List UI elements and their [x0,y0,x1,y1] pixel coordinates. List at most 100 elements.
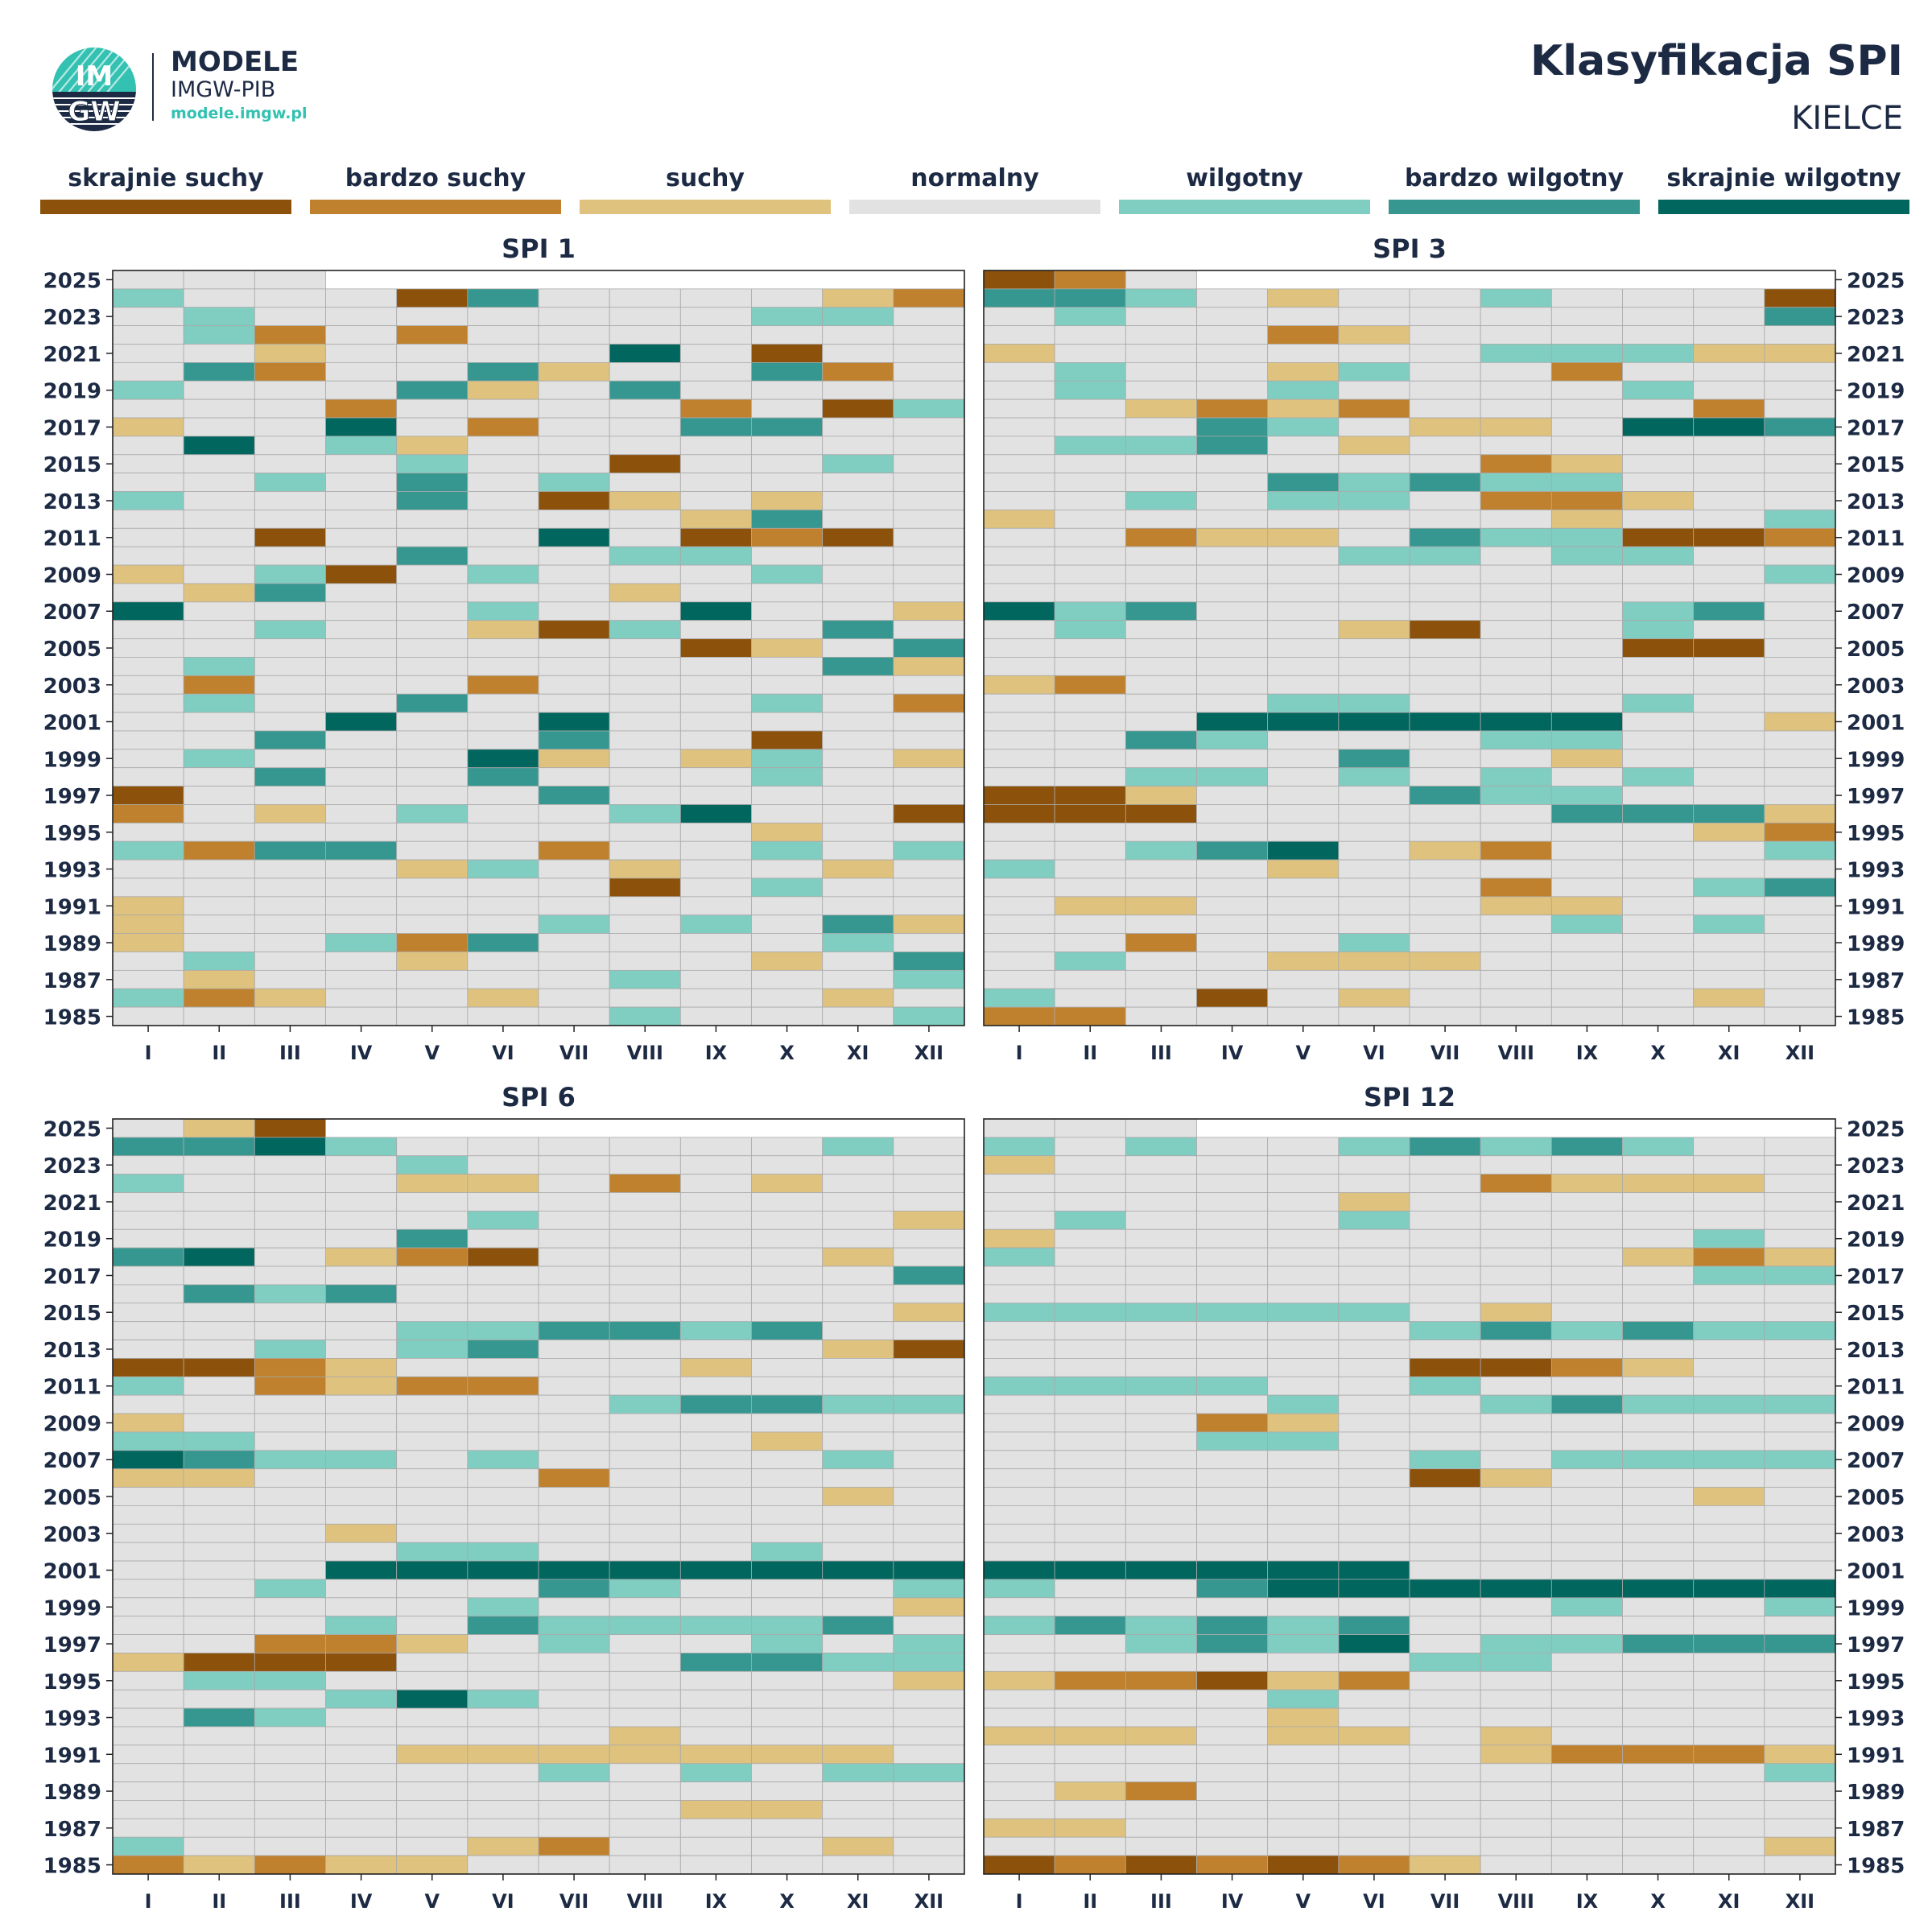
heatmap-cell [751,454,824,474]
heatmap-cell [183,527,255,547]
heatmap-cell [1693,693,1765,713]
heatmap-cell [325,1689,398,1709]
heatmap-cell [1622,675,1695,695]
heatmap-cell [325,730,398,750]
heatmap-cell [467,288,539,308]
heatmap-cell [112,730,184,750]
heatmap-cell [1409,1542,1481,1562]
heatmap-cell [1054,1653,1126,1672]
heatmap-cell [983,749,1055,769]
heatmap-cell [609,1560,681,1580]
heatmap-cell [1480,1634,1552,1653]
heatmap-cell [1622,583,1695,603]
heatmap-cell [1409,1006,1481,1026]
heatmap-cell [325,657,398,676]
heatmap-cell [893,1413,965,1433]
heatmap-cell [1409,1579,1481,1599]
heatmap-cell [1196,1597,1269,1617]
y-tick-label: 2007 [43,1449,101,1473]
heatmap-cell [679,546,752,566]
heatmap-cell [822,1523,894,1543]
heatmap-cell [1764,1670,1836,1690]
heatmap-cell [1480,933,1552,952]
heatmap-cell [609,1137,681,1157]
heatmap-cell [1764,1265,1836,1286]
heatmap-cell [1764,1247,1836,1267]
heatmap-cell [1125,527,1197,547]
heatmap-cell [1196,1689,1269,1709]
heatmap-cell [1267,1781,1340,1801]
heatmap-cell [751,1006,824,1026]
heatmap-cell [1550,1228,1623,1249]
heatmap-cell [822,1800,894,1819]
heatmap-cell [1480,1505,1552,1525]
y-tick-label: 1999 [1847,1596,1905,1620]
heatmap-cell [1196,454,1269,474]
heatmap-cell [1267,767,1340,786]
heatmap-cell [1338,1726,1410,1746]
heatmap-cell [1693,1726,1765,1746]
heatmap-cell [1480,417,1552,437]
heatmap-cell [751,1707,824,1728]
heatmap-cell [609,1155,681,1175]
heatmap-cell [609,1006,681,1026]
heatmap-cell [1480,398,1552,419]
y-tick-label: 1997 [1847,785,1905,809]
heatmap-cell [1764,288,1836,308]
heatmap-cell [609,840,681,861]
heatmap-cell [822,1321,894,1340]
heatmap-cell [1338,1560,1410,1580]
heatmap-cell [679,712,752,732]
heatmap-cell [1622,749,1695,769]
heatmap-cell [538,1247,610,1267]
heatmap-cell [112,1302,184,1323]
heatmap-cell [1196,510,1269,529]
heatmap-cell [1622,1358,1695,1377]
y-tick-label: 1999 [1847,748,1905,772]
heatmap-cell [1338,1763,1410,1783]
heatmap-cell [467,786,539,805]
heatmap-cell [1054,1616,1126,1635]
heatmap-cell [1409,1284,1481,1304]
heatmap-cell [1409,1505,1481,1525]
heatmap-cell [538,859,610,879]
heatmap-cell [467,877,539,898]
heatmap-cell [467,840,539,861]
heatmap-cell [1267,583,1340,603]
heatmap-cell [538,1321,610,1340]
heatmap-cell [1054,620,1126,639]
heatmap-cell [1550,1670,1623,1690]
heatmap-cell [183,417,255,437]
heatmap-cell [751,877,824,898]
heatmap-cell [1550,1265,1623,1286]
heatmap-cell [751,804,824,824]
heatmap-cell [1196,1670,1269,1690]
heatmap-cell [893,1707,965,1728]
heatmap-cell [112,657,184,676]
heatmap-cell [325,361,398,382]
heatmap-cell [1125,1394,1197,1414]
heatmap-cell [467,804,539,824]
heatmap-cell [254,344,326,363]
heatmap-cell [751,969,824,989]
heatmap-cell [893,1321,965,1340]
heatmap-cell [609,1468,681,1488]
heatmap-cell [751,1358,824,1377]
heatmap-cell [751,1376,824,1396]
legend-label: skrajnie wilgotny [1666,164,1901,192]
heatmap-cell [751,1487,824,1506]
heatmap-cell [679,473,752,492]
heatmap-cell [1480,675,1552,695]
heatmap-panel-1: SPI 320252023202120192017201520132011200… [983,233,1905,1064]
heatmap-cell [254,1487,326,1506]
heatmap-cell [1338,1836,1410,1856]
heatmap-cell [467,546,539,566]
heatmap-cell [1550,601,1623,621]
heatmap-cell [893,786,965,805]
heatmap-cell [183,620,255,639]
heatmap-cell [822,1560,894,1580]
heatmap-cell [467,1155,539,1175]
heatmap-cell [983,1284,1055,1304]
y-tick-label: 1985 [1847,1006,1905,1030]
heatmap-cell [1267,988,1340,1008]
